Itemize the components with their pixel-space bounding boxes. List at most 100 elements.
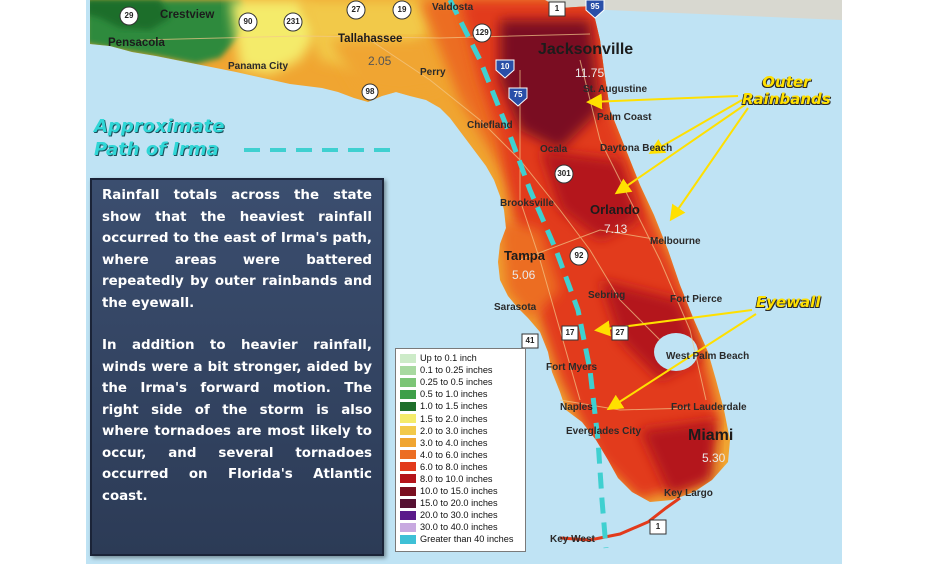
shield-129: 129	[475, 28, 489, 37]
city-melbourne: Melbourne	[650, 236, 701, 247]
rainband-arrows	[586, 93, 749, 222]
city-key-largo: Key Largo	[664, 488, 713, 499]
explanation-paragraph-1: Rainfall totals across the state show th…	[102, 188, 372, 311]
shield-1: 1	[554, 4, 560, 13]
legend-swatch	[400, 414, 416, 424]
explanation-paragraph-2: In addition to heavier rainfall, winds w…	[102, 338, 372, 504]
city-fort-lauderdale: Fort Lauderdale	[671, 402, 747, 413]
approximate-path-label: Approximate Path of Irma	[94, 115, 224, 161]
legend-swatch	[400, 486, 416, 496]
legend-item: 6.0 to 8.0 inches	[400, 461, 525, 473]
legend-label: 10.0 to 15.0 inches	[420, 486, 498, 497]
legend-label: 6.0 to 8.0 inches	[420, 461, 488, 472]
legend-swatch	[400, 498, 416, 508]
legend-label: 0.1 to 0.25 inches	[420, 365, 493, 376]
eyewall-label: Eyewall	[756, 293, 821, 311]
city-perry: Perry	[420, 67, 446, 78]
legend-swatch	[400, 474, 416, 484]
shield-27-south: 27	[615, 328, 625, 337]
legend-item: 0.1 to 0.25 inches	[400, 364, 525, 376]
legend-swatch	[400, 389, 416, 399]
legend-item: Up to 0.1 inch	[400, 352, 525, 364]
city-palm-coast: Palm Coast	[597, 112, 652, 123]
legend-label: 1.0 to 1.5 inches	[420, 401, 488, 412]
city-valdosta: Valdosta	[432, 2, 474, 13]
rain-value-orlando: 7.13	[604, 222, 628, 236]
legend-swatch	[400, 401, 416, 411]
irma-path-line	[447, 0, 609, 549]
legend-item: 0.25 to 0.5 inches	[400, 376, 525, 388]
city-west-palm-beach: West Palm Beach	[666, 351, 750, 362]
shield-1-keys: 1	[655, 522, 661, 531]
shield-27: 27	[351, 5, 361, 14]
legend-label: 3.0 to 4.0 inches	[420, 437, 488, 448]
city-everglades-city: Everglades City	[566, 426, 642, 437]
roads	[139, 33, 707, 411]
shield-10: 10	[500, 62, 510, 71]
legend-swatch	[400, 534, 416, 544]
city-st-augustine: St. Augustine	[583, 84, 648, 95]
legend-swatch	[400, 462, 416, 472]
legend-label: 4.0 to 6.0 inches	[420, 449, 488, 460]
shield-90: 90	[243, 17, 253, 26]
outer-rainbands-label: Outer Rainbands	[742, 74, 831, 108]
shield-75: 75	[513, 90, 523, 99]
approximate-path-label-line2: Path of Irma	[94, 139, 219, 160]
rain-value-miami: 5.30	[702, 451, 726, 465]
city-panama-city: Panama City	[228, 61, 289, 72]
city-sebring: Sebring	[588, 290, 626, 301]
shield-17: 17	[565, 328, 575, 337]
legend-item: 1.0 to 1.5 inches	[400, 400, 525, 412]
legend-item: 3.0 to 4.0 inches	[400, 437, 525, 449]
shield-92: 92	[574, 251, 584, 260]
city-crestview: Crestview	[160, 9, 215, 21]
left-margin	[0, 0, 86, 564]
city-tampa: Tampa	[504, 248, 545, 263]
legend-item: 1.5 to 2.0 inches	[400, 412, 525, 424]
approximate-path-label-line1: Approximate	[94, 116, 225, 137]
legend-item: 2.0 to 3.0 inches	[400, 425, 525, 437]
legend-swatch	[400, 426, 416, 436]
city-ocala: Ocala	[540, 144, 568, 155]
city-tallahassee: Tallahassee	[338, 33, 403, 45]
shield-95: 95	[590, 2, 600, 11]
legend-swatch	[400, 510, 416, 520]
shield-29: 29	[124, 11, 134, 20]
shield-231: 231	[286, 17, 300, 26]
city-daytona-beach: Daytona Beach	[600, 143, 673, 154]
legend-swatch	[400, 353, 416, 363]
city-miami: Miami	[688, 427, 734, 444]
legend-swatch	[400, 377, 416, 387]
highway-shields	[119, 0, 667, 535]
legend-swatch	[400, 450, 416, 460]
legend-label: 1.5 to 2.0 inches	[420, 413, 488, 424]
legend-item: 15.0 to 20.0 inches	[400, 497, 525, 509]
city-chiefland: Chiefland	[467, 120, 513, 131]
city-fort-myers: Fort Myers	[546, 362, 598, 373]
city-brooksville: Brooksville	[500, 198, 554, 209]
legend-item: 20.0 to 30.0 inches	[400, 509, 525, 521]
legend-label: 8.0 to 10.0 inches	[420, 473, 493, 484]
explanation-panel: Rainfall totals across the state show th…	[90, 178, 384, 556]
city-pensacola: Pensacola	[108, 37, 165, 49]
rainfall-legend: Up to 0.1 inch 0.1 to 0.25 inches 0.25 to …	[395, 348, 526, 552]
legend-item: Greater than 40 inches	[400, 533, 525, 545]
legend-swatch	[400, 438, 416, 448]
shield-19: 19	[397, 5, 407, 14]
legend-item: 4.0 to 6.0 inches	[400, 449, 525, 461]
legend-swatch	[400, 365, 416, 375]
legend-item: 8.0 to 10.0 inches	[400, 473, 525, 485]
legend-label: 2.0 to 3.0 inches	[420, 425, 488, 436]
city-fort-pierce: Fort Pierce	[670, 294, 723, 305]
legend-item: 10.0 to 15.0 inches	[400, 485, 525, 497]
shield-41: 41	[525, 336, 535, 345]
legend-swatch	[400, 522, 416, 532]
city-key-west: Key West	[550, 534, 595, 545]
legend-label: 0.5 to 1.0 inches	[420, 389, 488, 400]
legend-item: 30.0 to 40.0 inches	[400, 521, 525, 533]
city-orlando: Orlando	[590, 202, 640, 217]
legend-label: 15.0 to 20.0 inches	[420, 498, 498, 509]
legend-label: 20.0 to 30.0 inches	[420, 510, 498, 521]
rain-value-jacksonville: 11.75	[575, 66, 605, 80]
city-jacksonville: Jacksonville	[538, 41, 634, 58]
